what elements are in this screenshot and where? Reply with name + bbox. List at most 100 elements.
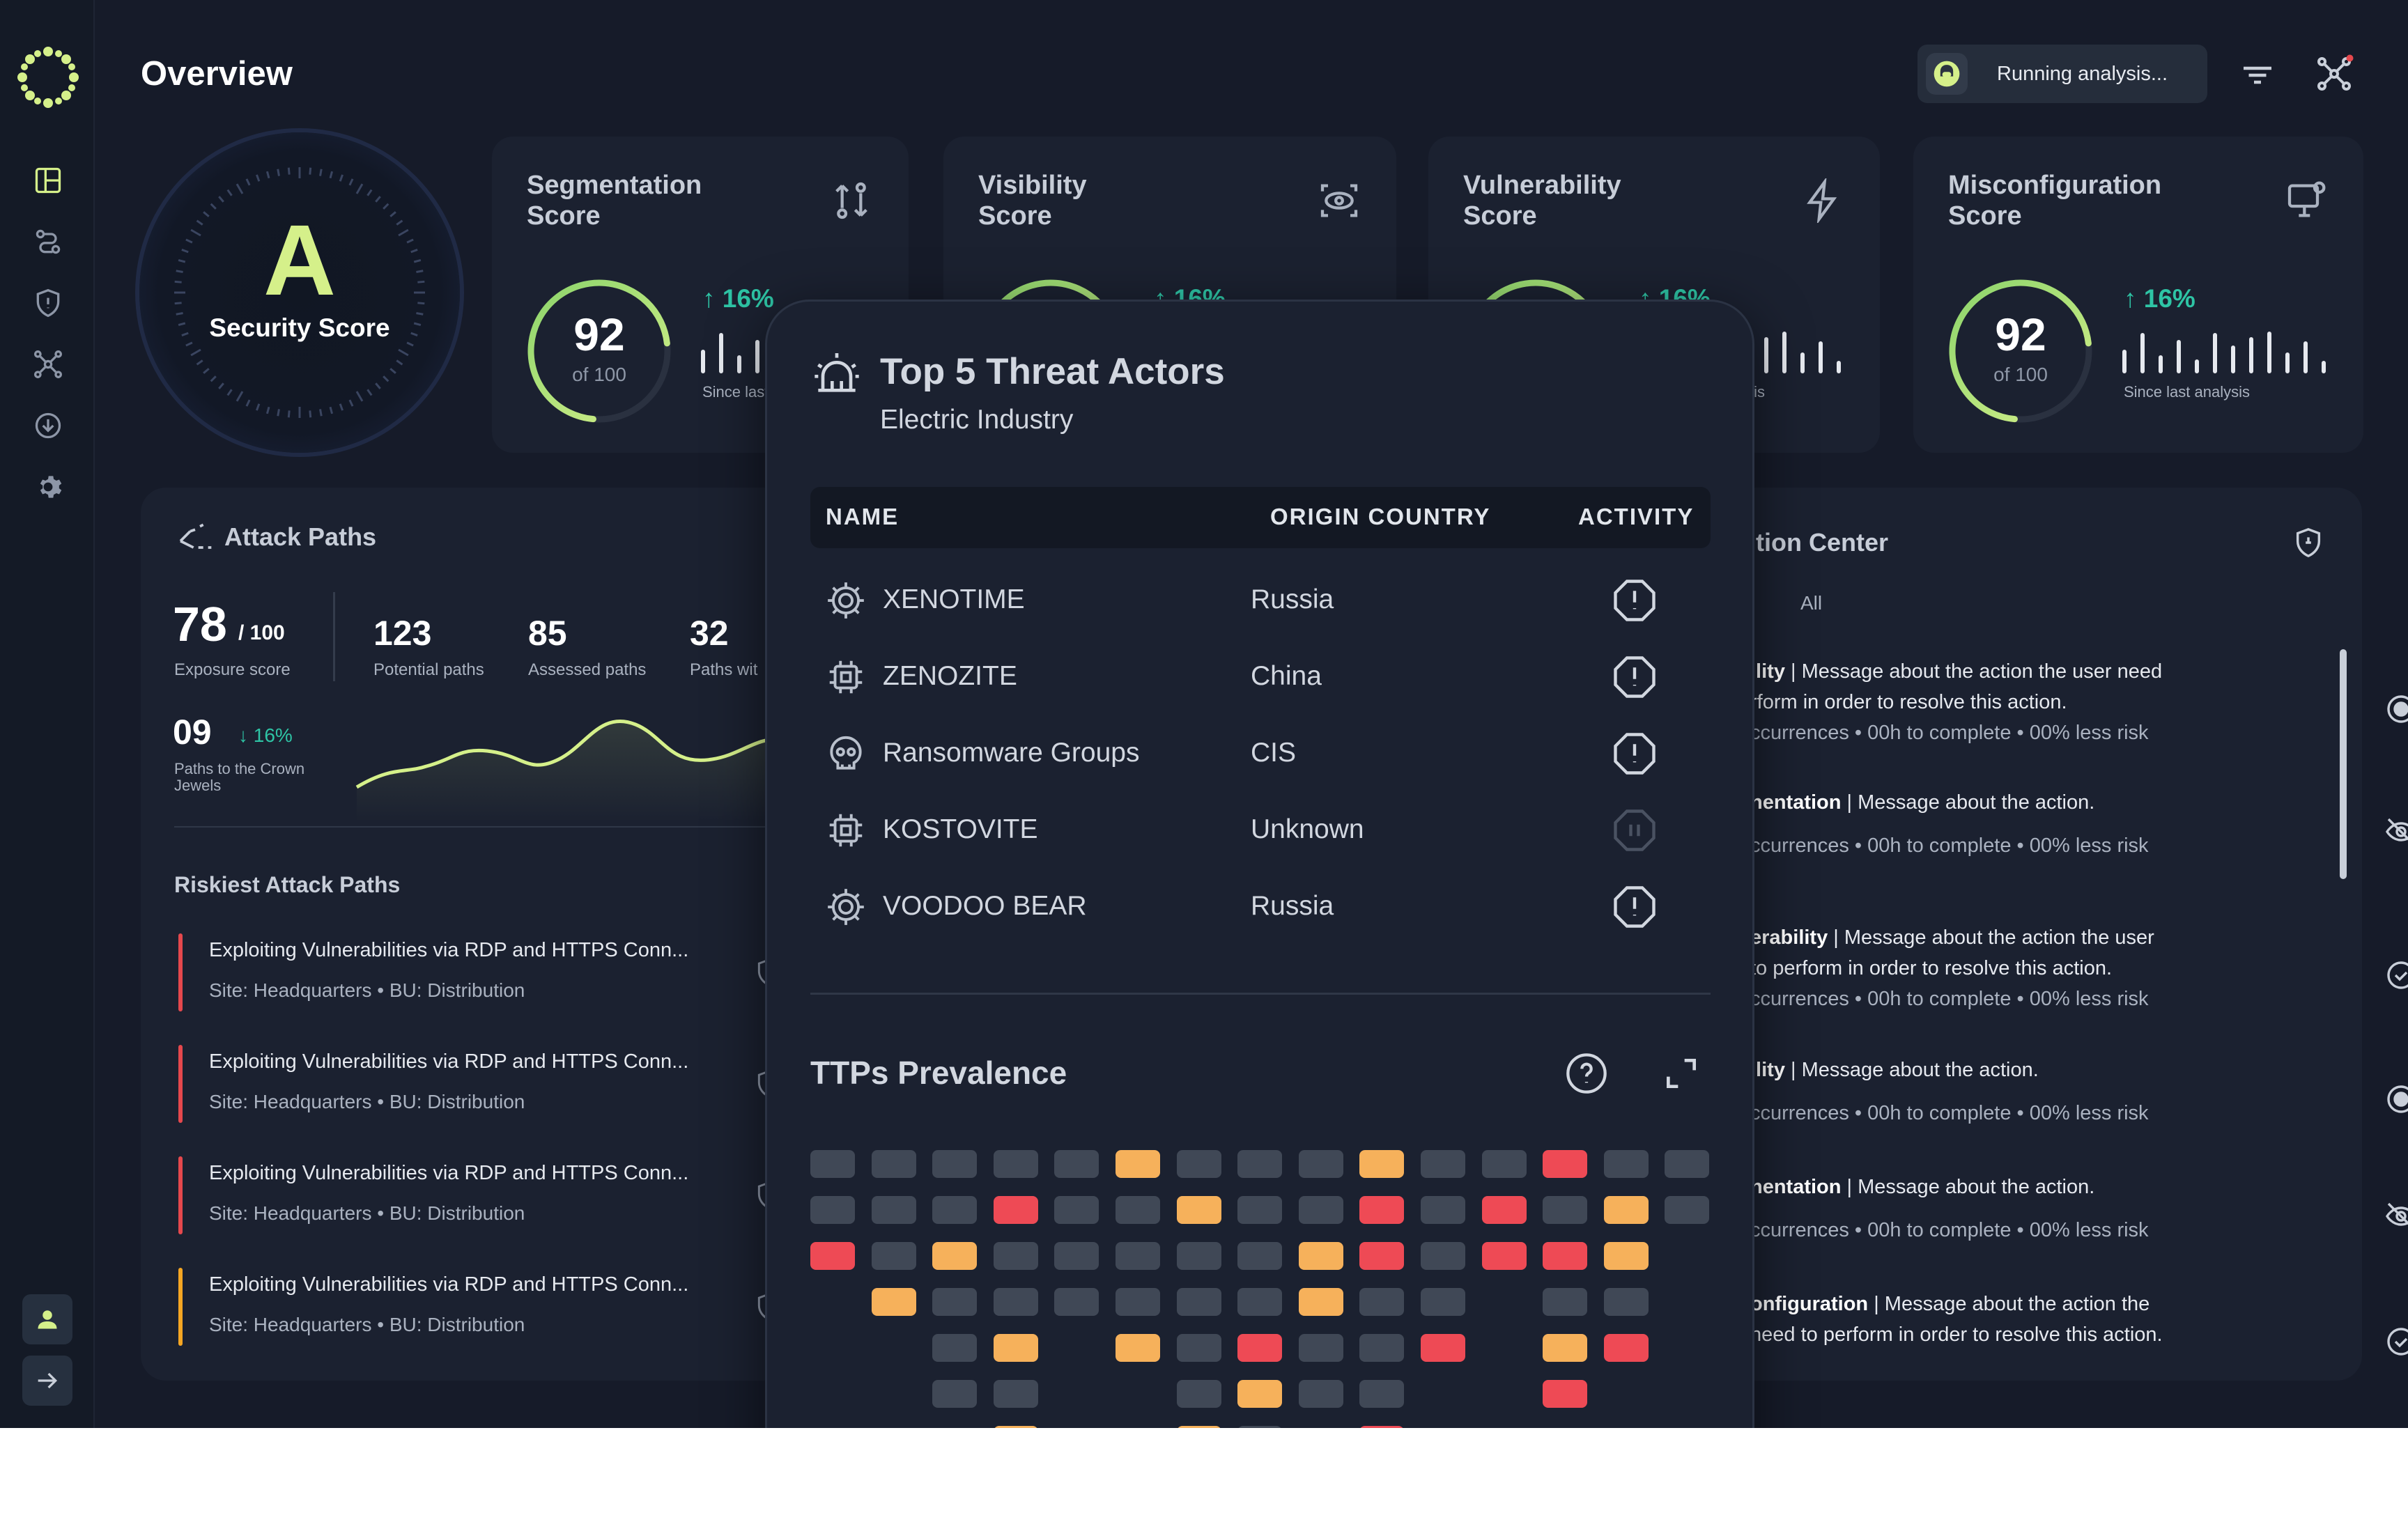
help-icon[interactable] <box>1564 1051 1609 1096</box>
ttp-cell[interactable] <box>1116 1196 1160 1224</box>
ttp-cell[interactable] <box>1237 1196 1283 1224</box>
ttp-cell[interactable] <box>1421 1242 1465 1270</box>
ttp-cell[interactable] <box>993 1196 1038 1224</box>
ttp-cell[interactable] <box>1054 1196 1099 1224</box>
ttp-cell[interactable] <box>1603 1150 1649 1178</box>
filter-tab-all[interactable]: All <box>1800 592 1823 614</box>
ttp-cell[interactable] <box>1359 1380 1405 1408</box>
ttp-cell[interactable] <box>1237 1426 1283 1428</box>
ttp-cell[interactable] <box>871 1196 916 1224</box>
ttp-cell[interactable] <box>1298 1242 1343 1270</box>
threat-actor-row[interactable]: ZENOZITE China <box>810 639 1711 715</box>
ttp-cell[interactable] <box>1359 1334 1405 1362</box>
eye-off-icon[interactable] <box>2384 815 2408 848</box>
action-item[interactable]: nentation | Message about the action. ccu… <box>1750 1176 2408 1280</box>
ttp-cell[interactable] <box>1237 1150 1283 1178</box>
score-card[interactable]: Misconfiguration Score 92 of 100 ↑ 16% Since … <box>1913 137 2363 453</box>
ttp-cell[interactable] <box>1176 1334 1221 1362</box>
ttp-cell[interactable] <box>1298 1380 1343 1408</box>
column-activity[interactable]: ACTIVITY <box>1578 504 1695 529</box>
ttp-cell[interactable] <box>993 1288 1038 1316</box>
filter-icon[interactable] <box>2237 54 2278 96</box>
ttp-cell[interactable] <box>932 1242 978 1270</box>
paused-activity-icon[interactable] <box>1612 807 1658 853</box>
ttp-cell[interactable] <box>1116 1288 1160 1316</box>
ttp-cell[interactable] <box>1298 1334 1343 1362</box>
ttp-cell[interactable] <box>932 1196 978 1224</box>
ttp-cell[interactable] <box>993 1242 1038 1270</box>
ttp-cell[interactable] <box>1603 1242 1649 1270</box>
action-item[interactable]: ility | Message about the action. ccurren… <box>1750 1059 2408 1163</box>
expand-sidebar-button[interactable] <box>22 1356 72 1406</box>
attack-path-item[interactable]: Exploiting Vulnerabilities via RDP and H… <box>178 1156 792 1234</box>
alert-activity-icon[interactable] <box>1612 884 1658 930</box>
ttp-cell[interactable] <box>1481 1196 1527 1224</box>
ttp-cell[interactable] <box>932 1288 978 1316</box>
scrollbar-thumb[interactable] <box>2340 649 2347 879</box>
ttp-cell[interactable] <box>1237 1242 1283 1270</box>
ttp-cell[interactable] <box>993 1380 1038 1408</box>
ttp-cell[interactable] <box>1665 1196 1710 1224</box>
check-circle-icon[interactable] <box>2384 958 2408 992</box>
ttp-cell[interactable] <box>1421 1334 1465 1362</box>
radio-selected-icon[interactable] <box>2384 1082 2408 1116</box>
ttp-cell[interactable] <box>932 1380 978 1408</box>
expand-icon[interactable] <box>1662 1054 1701 1093</box>
ttp-cell[interactable] <box>932 1150 978 1178</box>
ttp-cell[interactable] <box>1665 1150 1710 1178</box>
ttp-cell[interactable] <box>1116 1150 1160 1178</box>
ttp-cell[interactable] <box>871 1242 916 1270</box>
ttp-cell[interactable] <box>993 1150 1038 1178</box>
threat-actor-row[interactable]: Ransomware Groups CIS <box>810 715 1711 792</box>
radio-selected-icon[interactable] <box>2384 692 2408 726</box>
ttp-cell[interactable] <box>1237 1380 1283 1408</box>
user-profile-button[interactable] <box>22 1294 72 1344</box>
ttp-cell[interactable] <box>871 1150 916 1178</box>
ttp-cell[interactable] <box>1176 1380 1221 1408</box>
ttp-cell[interactable] <box>1237 1334 1283 1362</box>
ttp-cell[interactable] <box>1116 1242 1160 1270</box>
ttp-cell[interactable] <box>810 1150 855 1178</box>
column-origin-country[interactable]: ORIGIN COUNTRY <box>1270 504 1491 529</box>
ttp-cell[interactable] <box>810 1242 855 1270</box>
eye-off-icon[interactable] <box>2384 1200 2408 1233</box>
ttp-cell[interactable] <box>1116 1334 1160 1362</box>
ttp-cell[interactable] <box>1176 1426 1221 1428</box>
ttp-cell[interactable] <box>1176 1196 1221 1224</box>
ttp-cell[interactable] <box>1603 1334 1649 1362</box>
action-item[interactable]: erability | Message about the action the… <box>1750 926 2408 1031</box>
ttp-cell[interactable] <box>871 1288 916 1316</box>
ttp-cell[interactable] <box>1543 1288 1588 1316</box>
ttp-cell[interactable] <box>810 1196 855 1224</box>
action-item[interactable]: nentation | Message about the action. ccu… <box>1750 791 2408 896</box>
ttp-cell[interactable] <box>1359 1150 1405 1178</box>
ttp-cell[interactable] <box>1176 1288 1221 1316</box>
column-name[interactable]: NAME <box>826 504 900 529</box>
attack-path-item[interactable]: Exploiting Vulnerabilities via RDP and H… <box>178 933 792 1011</box>
threat-actor-row[interactable]: XENOTIME Russia <box>810 562 1711 639</box>
paths-icon[interactable] <box>31 224 65 259</box>
action-item[interactable]: ility | Message about the action the use… <box>1750 660 2408 765</box>
ttp-cell[interactable] <box>1359 1288 1405 1316</box>
alert-activity-icon[interactable] <box>1612 654 1658 700</box>
ttp-cell[interactable] <box>1603 1196 1649 1224</box>
ttp-cell[interactable] <box>1359 1242 1405 1270</box>
threat-actor-row[interactable]: KOSTOVITE Unknown <box>810 792 1711 869</box>
ttp-cell[interactable] <box>1481 1242 1527 1270</box>
ttp-cell[interactable] <box>932 1334 978 1362</box>
ttp-cell[interactable] <box>1543 1380 1588 1408</box>
attack-path-item[interactable]: Exploiting Vulnerabilities via RDP and H… <box>178 1268 792 1346</box>
ttp-cell[interactable] <box>1298 1150 1343 1178</box>
alert-activity-icon[interactable] <box>1612 731 1658 777</box>
ttp-cell[interactable] <box>1543 1334 1588 1362</box>
shield-icon[interactable] <box>31 286 65 320</box>
settings-icon[interactable] <box>31 469 65 504</box>
analysis-status[interactable]: Running analysis... <box>1917 45 2207 103</box>
threat-actor-row[interactable]: VOODOO BEAR Russia <box>810 869 1711 945</box>
ttp-cell[interactable] <box>1543 1150 1588 1178</box>
ttp-cell[interactable] <box>1298 1288 1343 1316</box>
ttp-cell[interactable] <box>1237 1288 1283 1316</box>
ttp-cell[interactable] <box>1481 1150 1527 1178</box>
ttp-cell[interactable] <box>1176 1242 1221 1270</box>
ttp-cell[interactable] <box>1543 1242 1588 1270</box>
